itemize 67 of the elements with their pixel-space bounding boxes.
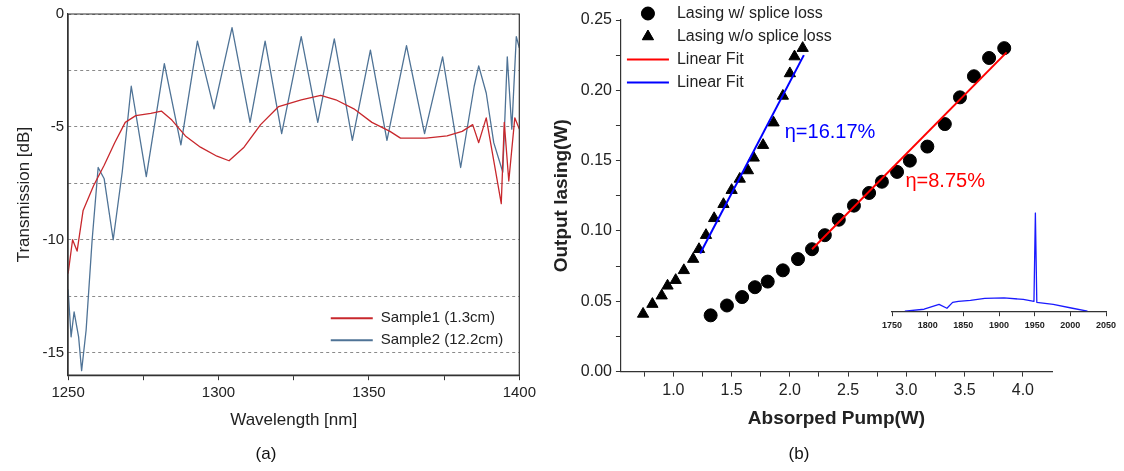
annotation: η=16.17% (784, 120, 876, 143)
point (677, 263, 690, 275)
point (997, 41, 1012, 56)
annotation: η=8.75% (905, 169, 986, 192)
point (791, 252, 806, 267)
x-tick-label: 1250 (51, 383, 85, 401)
y-axis-title: Transmission [dB] (13, 126, 33, 263)
x-tick-label: 1900 (988, 320, 1010, 331)
y-tick-label: 0 (55, 4, 65, 22)
x-tick-label: 1.5 (720, 380, 743, 398)
y-axis-title: Output lasing(W) (549, 119, 571, 273)
point (890, 164, 905, 179)
x-tick-label: 2050 (1095, 320, 1117, 331)
point (767, 115, 780, 127)
point (747, 280, 762, 295)
point (920, 139, 935, 154)
point (796, 41, 809, 52)
point (646, 297, 659, 308)
point (655, 288, 668, 300)
point (687, 252, 700, 263)
legend-label: Linear Fit (676, 72, 745, 90)
x-tick-label: 3.0 (895, 380, 918, 398)
y-tick-label: 0.25 (580, 10, 613, 28)
point (902, 153, 917, 168)
point (966, 69, 981, 84)
y-tick-label: 0.15 (580, 151, 613, 169)
x-tick-label: 3.5 (953, 380, 976, 398)
point (775, 263, 790, 278)
point (669, 273, 682, 284)
y-tick-label: 0.00 (580, 362, 613, 380)
point (703, 308, 718, 323)
x-tick-label: 2000 (1060, 320, 1081, 331)
x-tick-label: 2.0 (778, 380, 802, 398)
point (788, 49, 801, 61)
point (719, 298, 734, 313)
point (735, 290, 750, 305)
y-tick-label: -10 (42, 229, 65, 247)
x-axis-title: Wavelength [nm] (230, 410, 358, 430)
x-tick-label: 4.0 (1011, 380, 1035, 398)
x-tick-label: 1950 (1024, 320, 1045, 331)
point (636, 306, 650, 318)
point (982, 50, 997, 65)
legend-label: Sample1 (1.3cm) (380, 308, 495, 326)
x-tick-label: 1400 (502, 383, 536, 401)
x-axis-title: Absorped Pump(W) (747, 407, 926, 429)
y-tick-label: 0.20 (580, 80, 613, 98)
text: (b) (788, 444, 810, 464)
x-tick-label: 1750 (881, 320, 903, 331)
point (756, 138, 770, 149)
x-tick-label: 1850 (953, 320, 974, 331)
x-tick-label: 1800 (917, 320, 938, 331)
x-tick-label: 2.5 (837, 380, 860, 398)
legend-label: Lasing w/o splice loss (676, 26, 832, 44)
y-tick-label: 0.05 (580, 291, 613, 309)
y-tick-label: -15 (42, 342, 65, 360)
y-tick-label: -5 (50, 117, 65, 135)
x-tick-label: 1350 (352, 383, 386, 401)
legend-label: Sample2 (12.2cm) (380, 330, 504, 348)
text: (a) (255, 444, 277, 464)
point (760, 274, 775, 289)
x-tick-label: 1.0 (662, 380, 685, 398)
legend-label: Lasing w/ splice loss (676, 3, 823, 21)
point (937, 117, 952, 132)
legend-label: Linear Fit (676, 49, 745, 67)
y-tick-label: 0.10 (580, 221, 613, 239)
point (661, 278, 674, 290)
x-tick-label: 1300 (201, 383, 236, 401)
